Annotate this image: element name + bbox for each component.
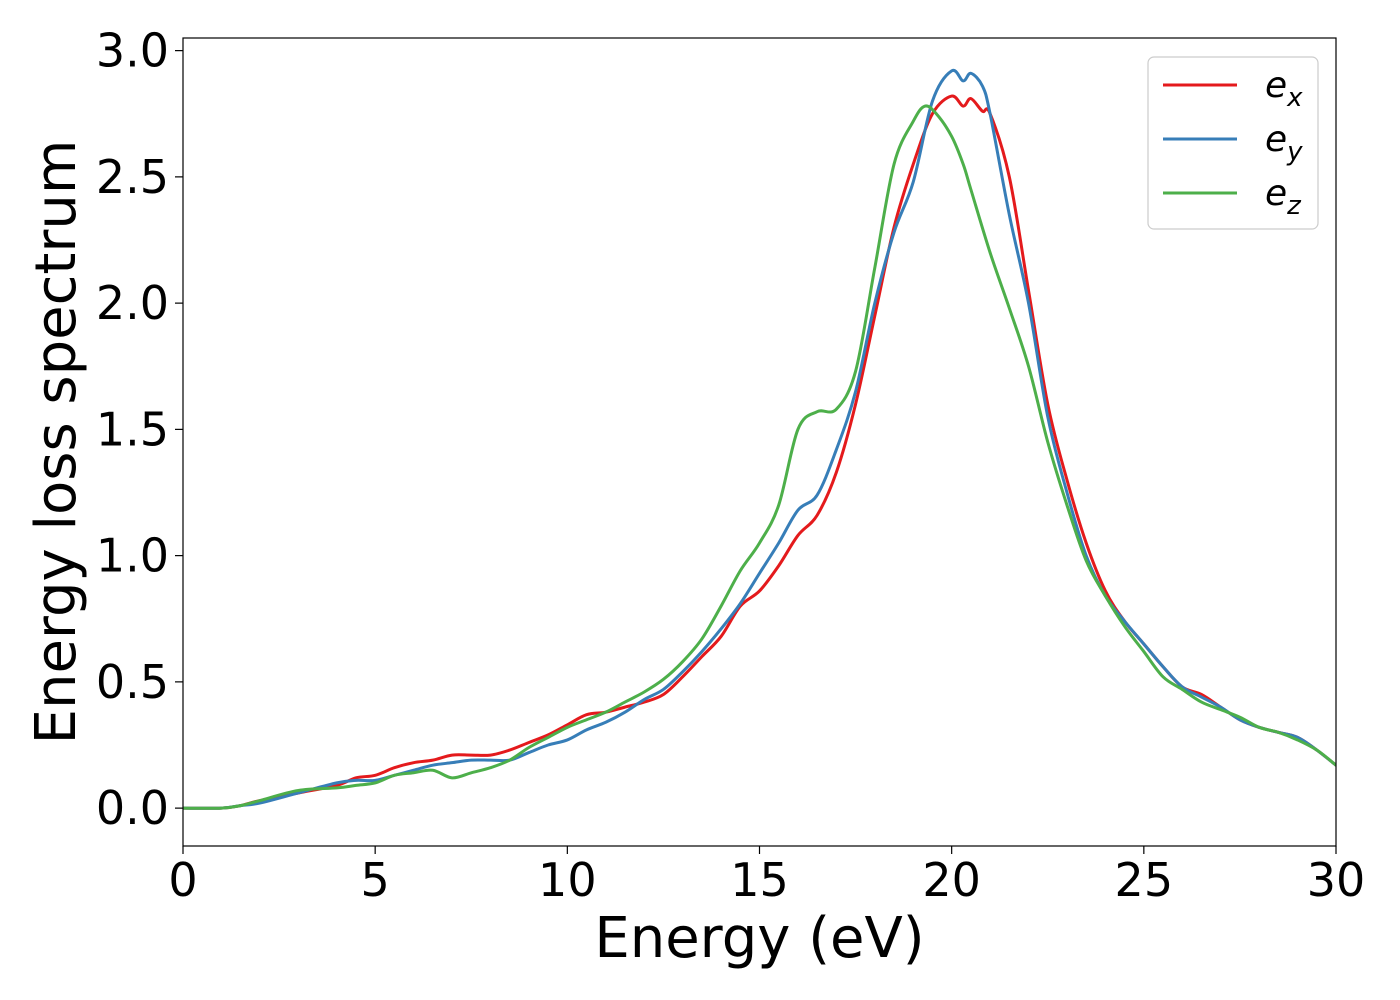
y-axis: 0.0 0.5 1.0 1.5 2.0 2.5 3.0 (96, 24, 183, 835)
x-tick-label: 30 (1307, 853, 1366, 907)
y-tick-label: 1.5 (96, 402, 169, 456)
legend-label-e-x: ex (1265, 65, 1303, 113)
y-tick-label: 3.0 (96, 24, 169, 78)
series-line-e-z (183, 104, 1336, 810)
series-layer (183, 68, 1336, 810)
x-tick-label: 10 (538, 853, 597, 907)
y-tick-label: 2.5 (96, 150, 169, 204)
y-tick-label: 0.5 (96, 655, 169, 709)
x-tick-label: 20 (922, 853, 981, 907)
series-line-e-y (183, 68, 1336, 810)
x-axis: 0 5 10 15 20 25 30 (168, 846, 1365, 907)
y-tick-label: 1.0 (96, 529, 169, 583)
y-axis-label: Energy loss spectrum (24, 140, 89, 745)
x-tick-label: 5 (361, 853, 390, 907)
legend-box (1147, 56, 1319, 230)
legend-label-e-y: ey (1265, 119, 1303, 167)
x-tick-label: 25 (1115, 853, 1174, 907)
y-tick-label: 2.0 (96, 276, 169, 330)
x-tick-label: 0 (168, 853, 197, 907)
legend: ex ey ez (1147, 56, 1319, 230)
legend-label-e-z: ez (1265, 173, 1302, 221)
y-tick-label: 0.0 (96, 781, 169, 835)
x-tick-label: 15 (730, 853, 789, 907)
x-axis-label: Energy (eV) (594, 906, 924, 971)
